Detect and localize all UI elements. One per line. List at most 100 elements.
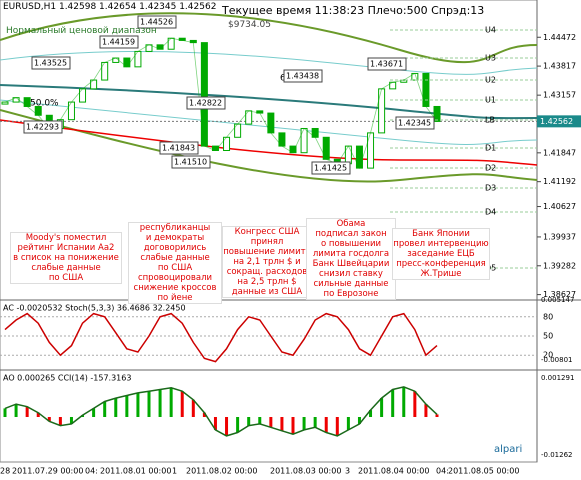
ao-bar — [258, 417, 262, 424]
price-tag — [311, 161, 351, 175]
y-tick-label: 1.43157 — [543, 91, 576, 100]
ao-bar — [169, 387, 173, 417]
y-tick-label: 1.39937 — [543, 232, 576, 241]
ao-bar — [47, 417, 51, 422]
y-tick-label: 20 — [543, 351, 553, 360]
price-tag — [367, 57, 407, 71]
level-label: D3 — [485, 184, 496, 193]
level-label: U4 — [485, 26, 496, 35]
time-label: 2011.08.05 00:00 — [448, 467, 519, 476]
price-tag-label: 1.42822 — [189, 99, 222, 108]
news-note: Обама подписал закон о повышении лимита … — [306, 218, 396, 300]
ao-bar — [269, 417, 273, 428]
ao-bar — [3, 408, 7, 417]
candle — [300, 127, 308, 154]
ao-bar — [191, 399, 195, 417]
ao-bar — [158, 389, 162, 417]
y-tick-label: 1.41192 — [543, 177, 576, 186]
ao-bar — [413, 391, 417, 417]
ao-bar — [136, 392, 140, 417]
time-label: 2011.08.03 00:00 — [270, 467, 341, 476]
axis-label: 0.001291 — [541, 374, 574, 382]
price-tag — [283, 69, 323, 83]
ao-bar — [236, 417, 240, 433]
price-tag-label: 1.41510 — [174, 158, 207, 167]
balance: $9734.05 — [228, 20, 271, 30]
level-label: U1 — [485, 96, 496, 105]
ao-bar — [58, 417, 62, 426]
ao-bar — [213, 417, 217, 430]
price-tag — [99, 35, 139, 49]
level-label: D4 — [485, 208, 496, 217]
y-tick-label: 1.43817 — [543, 62, 576, 71]
ao-bar — [313, 417, 317, 428]
mid-line — [0, 84, 538, 120]
ao-bar — [435, 414, 439, 417]
cci-line — [4, 386, 438, 437]
candle — [200, 42, 208, 147]
y-tick-label: 1.38627 — [543, 290, 576, 299]
time-label: 1 — [172, 467, 177, 476]
y-tick-label: 1.44472 — [543, 33, 576, 42]
status: Текущее время 11:38:23 Плечо:500 Спрэд:1… — [222, 4, 485, 17]
time-label: 2011.07.29 00:00 — [12, 467, 83, 476]
price-tag-label: 1.44159 — [102, 38, 135, 47]
price-tag-label: 1.43438 — [286, 72, 319, 81]
close-line — [4, 37, 438, 170]
range: Нормальный ценовой диапазон — [6, 26, 157, 36]
current-box — [537, 115, 581, 128]
time-label: 28 — [0, 467, 10, 476]
y-tick-label: 1.39282 — [543, 261, 576, 270]
ao-bar — [103, 401, 107, 417]
time-label: 04: — [436, 467, 449, 476]
band-line — [0, 50, 538, 75]
candle — [378, 88, 386, 134]
level-label: U3 — [485, 54, 496, 63]
current-label: 1.42562 — [540, 117, 573, 126]
axis-label: -0.00801 — [541, 356, 572, 364]
ao-bar — [346, 417, 350, 430]
ao-bar — [357, 417, 361, 424]
ao-bar — [69, 417, 73, 424]
ao-bar — [380, 398, 384, 417]
time-label: 2011.08.04 00:00 — [358, 467, 429, 476]
price-tag-label: 1.44526 — [140, 18, 173, 27]
ao-bar — [402, 386, 406, 417]
channel-line — [0, 12, 538, 64]
ao-bar — [25, 406, 29, 417]
time-label: 3 — [345, 467, 350, 476]
logo: alpari — [494, 444, 522, 455]
ao-bar — [92, 408, 96, 417]
ao-bar — [302, 417, 306, 430]
stoch-line — [4, 312, 438, 363]
level-label: U2 — [485, 76, 496, 85]
ao-bar — [125, 395, 129, 417]
news-note: Банк Японии провел интервенцию заседание… — [392, 228, 490, 280]
candle — [433, 105, 441, 122]
ao-bar — [280, 417, 284, 431]
candle — [1, 101, 9, 105]
price-tag-label: 1.42293 — [26, 123, 59, 132]
ao-bar — [247, 417, 251, 426]
news-note: Конгресс США принял повышение лимита на … — [222, 226, 312, 298]
ao-bar — [36, 412, 40, 417]
y-tick-label: 1.40627 — [543, 202, 576, 211]
ao-bar — [369, 410, 373, 417]
price-tag — [137, 15, 177, 29]
level-label: D5 — [485, 264, 496, 273]
level-label: D1 — [485, 144, 496, 153]
ao-bar — [291, 417, 295, 435]
level-label: D2 — [485, 164, 496, 173]
axis-label: 0.005147 — [541, 296, 574, 304]
y-tick-label: 80 — [543, 312, 553, 321]
ao-bar — [114, 398, 118, 417]
price-tag — [395, 116, 435, 130]
symbol: EURUSD,H1 1.42598 1.42654 1.42345 1.4256… — [3, 2, 217, 12]
ao-bar — [391, 389, 395, 417]
time-label: 2011.08.01 00:00 — [100, 467, 171, 476]
panel-title: AC -0.0020532 Stoch(5,3,3) 36.4686 32.24… — [3, 304, 186, 313]
price-tag-label: 1.41843 — [162, 144, 195, 153]
price-tag — [159, 141, 199, 155]
price-tag — [23, 120, 63, 134]
